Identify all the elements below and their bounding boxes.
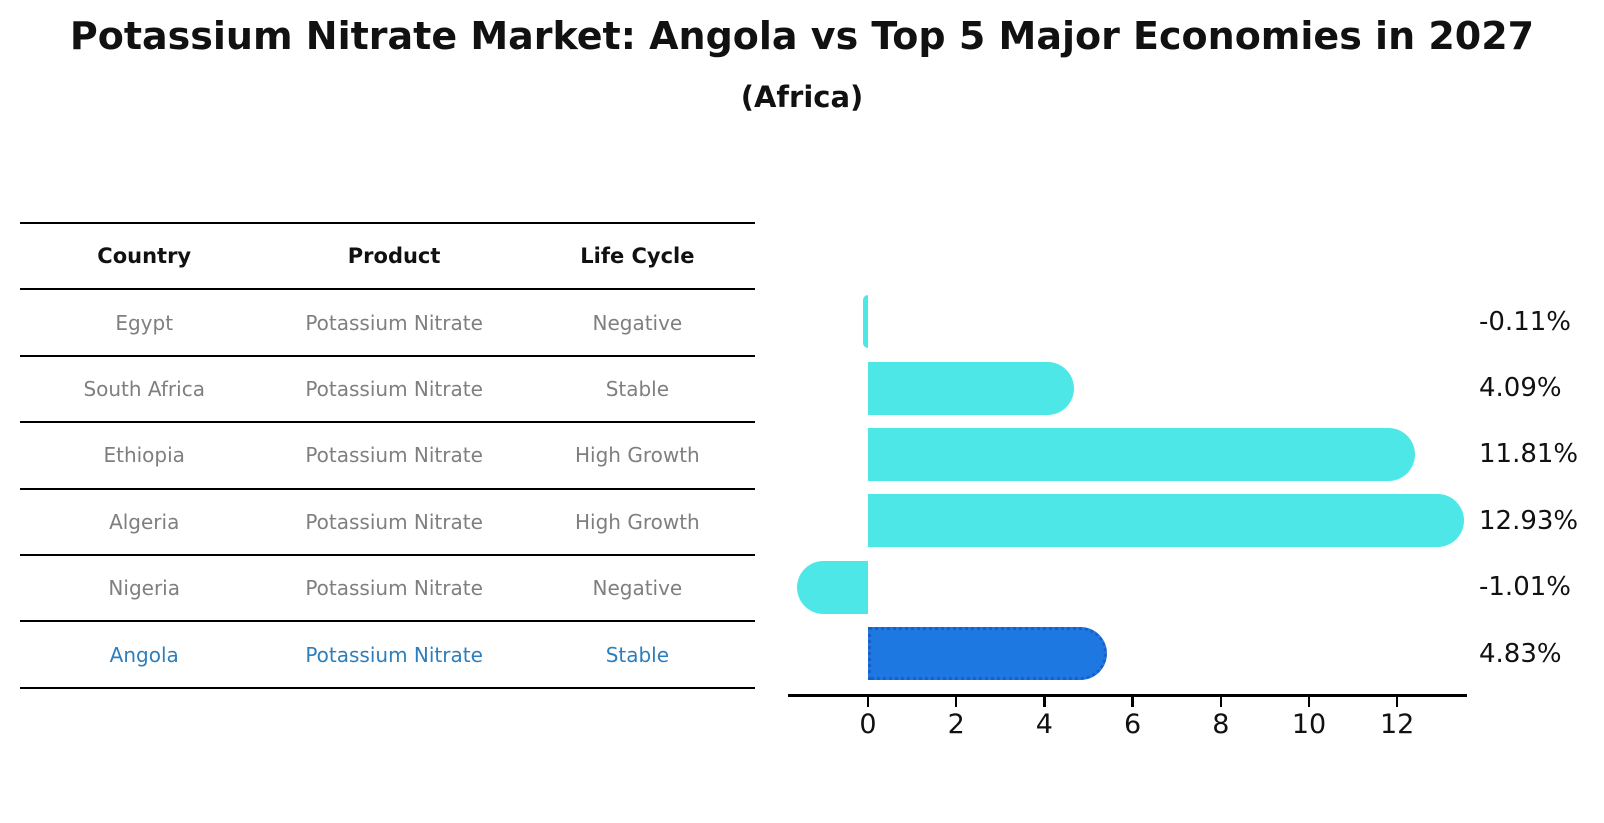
table-row-egypt: Egypt Potassium Nitrate Negative <box>20 290 755 357</box>
x-tick-mark-10 <box>1307 695 1311 707</box>
chart-title: Potassium Nitrate Market: Angola vs Top … <box>69 14 1535 58</box>
cell-south-africa-life-cycle: Stable <box>605 376 670 401</box>
table-row-south-africa: South Africa Potassium Nitrate Stable <box>20 357 755 424</box>
cell-algeria-country: Algeria <box>109 509 180 534</box>
cell-angola-life-cycle: Stable <box>605 642 670 667</box>
table-header-row: Country Product Life Cycle <box>20 224 755 291</box>
table-row-ethiopia: Ethiopia Potassium Nitrate High Growth <box>20 423 755 490</box>
value-label-ethiopia: 11.81% <box>1479 439 1579 470</box>
x-tick-label-12: 12 <box>1380 709 1415 740</box>
value-label-angola: 4.83% <box>1479 638 1562 669</box>
x-tick-mark-6 <box>1131 695 1134 707</box>
cell-nigeria-country: Nigeria <box>108 576 180 601</box>
value-label-egypt: -0.11% <box>1479 306 1571 337</box>
column-header-product: Product <box>347 244 441 269</box>
x-tick-mark-0 <box>866 695 870 707</box>
table-row-angola: Angola Potassium Nitrate Stable <box>20 622 755 689</box>
bar-ethiopia <box>868 427 1415 481</box>
x-axis-line <box>788 694 1467 697</box>
cell-algeria-life-cycle: High Growth <box>575 509 700 534</box>
bar-south-africa <box>868 361 1075 415</box>
cell-angola-country: Angola <box>109 642 179 667</box>
x-tick-label-6: 6 <box>1124 709 1142 740</box>
cell-egypt-life-cycle: Negative <box>592 310 683 335</box>
bar-egypt <box>863 295 868 349</box>
cell-nigeria-life-cycle: Negative <box>592 576 683 601</box>
bar-nigeria <box>797 560 868 614</box>
cell-ethiopia-product: Potassium Nitrate <box>305 443 483 468</box>
x-tick-label-0: 0 <box>859 709 877 740</box>
value-label-south-africa: 4.09% <box>1479 373 1562 403</box>
cell-ethiopia-life-cycle: High Growth <box>575 443 700 468</box>
x-tick-label-8: 8 <box>1212 709 1230 740</box>
chart-subtitle: (Africa) <box>740 80 864 114</box>
x-tick-label-4: 4 <box>1035 709 1053 740</box>
cell-algeria-product: Potassium Nitrate <box>305 509 483 534</box>
cell-south-africa-product: Potassium Nitrate <box>305 376 483 401</box>
cell-egypt-country: Egypt <box>115 310 174 335</box>
x-tick-mark-4 <box>1043 695 1046 707</box>
cell-egypt-product: Potassium Nitrate <box>305 310 483 335</box>
value-label-nigeria: -1.01% <box>1479 572 1571 603</box>
cell-south-africa-country: South Africa <box>83 376 205 401</box>
country-table: Country Product Life Cycle Egypt Potassium N… <box>20 222 755 689</box>
x-tick-label-2: 2 <box>947 709 965 740</box>
x-tick-mark-2 <box>954 695 958 707</box>
column-header-life-cycle: Life Cycle <box>580 244 695 269</box>
bar-algeria <box>868 494 1465 548</box>
cell-nigeria-product: Potassium Nitrate <box>305 576 483 601</box>
table-row-nigeria: Nigeria Potassium Nitrate Negative <box>20 556 755 623</box>
cell-angola-product: Potassium Nitrate <box>305 642 483 667</box>
value-label-algeria: 12.93% <box>1479 505 1579 536</box>
column-header-country: Country <box>97 244 192 269</box>
bar-angola <box>868 627 1107 681</box>
table-row-algeria: Algeria Potassium Nitrate High Growth <box>20 490 755 556</box>
x-tick-label-10: 10 <box>1291 709 1327 740</box>
x-tick-mark-12 <box>1395 695 1399 707</box>
x-tick-mark-8 <box>1219 695 1223 707</box>
cell-ethiopia-country: Ethiopia <box>103 443 185 468</box>
